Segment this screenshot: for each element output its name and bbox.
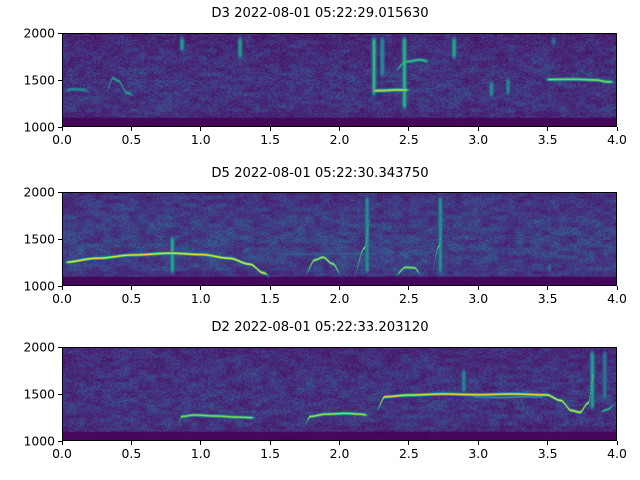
x-tick-mark	[477, 127, 479, 131]
x-tick-mark	[547, 286, 549, 290]
x-tick-label: 3.0	[468, 291, 489, 306]
x-tick-mark	[269, 127, 271, 131]
x-tick-mark	[61, 441, 63, 445]
x-tick-label: 2.5	[399, 291, 419, 306]
x-tick-label: 3.0	[468, 132, 489, 147]
y-tick-label: 1500	[23, 386, 55, 402]
x-tick-label: 1.5	[260, 291, 280, 306]
x-tick-label: 3.5	[537, 291, 558, 306]
y-tick-mark	[58, 126, 62, 128]
x-tick-label: 0.0	[52, 446, 72, 461]
x-tick-mark	[477, 286, 479, 290]
x-tick-label: 0.5	[121, 291, 142, 306]
y-tick-label: 2000	[23, 184, 55, 200]
x-tick-label: 4.0	[607, 291, 627, 306]
x-tick-label: 0.5	[121, 132, 142, 147]
x-tick-label: 0.5	[121, 446, 142, 461]
y-tick-label: 1500	[23, 231, 55, 247]
x-tick-label: 2.5	[399, 132, 419, 147]
y-tick-label: 2000	[23, 25, 55, 41]
y-tick-mark	[58, 285, 62, 287]
spectrogram-axes-d5	[62, 192, 617, 286]
x-tick-label: 0.0	[52, 291, 72, 306]
x-tick-mark	[616, 286, 618, 290]
x-tick-mark	[547, 441, 549, 445]
panel-title-d5: D5 2022-08-01 05:22:30.343750	[211, 166, 429, 181]
y-tick-label: 2000	[23, 339, 55, 355]
x-tick-mark	[61, 286, 63, 290]
spectrogram-image-d5	[63, 193, 616, 285]
x-tick-mark	[477, 441, 479, 445]
x-tick-mark	[130, 441, 132, 445]
y-tick-label: 1000	[23, 119, 55, 135]
x-tick-mark	[200, 441, 202, 445]
y-tick-mark	[58, 191, 62, 193]
y-tick-mark	[58, 79, 62, 81]
x-tick-mark	[130, 286, 132, 290]
x-tick-mark	[547, 127, 549, 131]
x-tick-mark	[339, 127, 341, 131]
x-tick-mark	[130, 127, 132, 131]
y-tick-mark	[58, 238, 62, 240]
x-tick-label: 4.0	[607, 446, 627, 461]
spectrogram-image-d2	[63, 348, 616, 440]
x-tick-mark	[616, 441, 618, 445]
x-tick-label: 2.5	[399, 446, 419, 461]
y-tick-mark	[58, 346, 62, 348]
x-tick-mark	[339, 286, 341, 290]
x-tick-mark	[200, 286, 202, 290]
panel-title-d2: D2 2022-08-01 05:22:33.203120	[211, 320, 429, 335]
x-tick-label: 1.0	[190, 132, 211, 147]
x-tick-label: 2.0	[329, 446, 350, 461]
spectrogram-axes-d3	[62, 33, 617, 127]
x-tick-label: 0.0	[52, 132, 72, 147]
panel-title-d3: D3 2022-08-01 05:22:29.015630	[211, 6, 429, 21]
x-tick-label: 3.5	[537, 446, 558, 461]
y-tick-mark	[58, 440, 62, 442]
x-tick-label: 4.0	[607, 132, 627, 147]
x-tick-mark	[408, 441, 410, 445]
x-tick-mark	[61, 127, 63, 131]
y-tick-label: 1000	[23, 278, 55, 294]
x-tick-label: 2.0	[329, 291, 350, 306]
y-tick-label: 1000	[23, 433, 55, 449]
y-tick-mark	[58, 32, 62, 34]
x-tick-mark	[269, 286, 271, 290]
x-tick-mark	[408, 286, 410, 290]
x-tick-mark	[269, 441, 271, 445]
x-tick-label: 3.5	[537, 132, 558, 147]
x-tick-label: 1.5	[260, 132, 280, 147]
x-tick-mark	[200, 127, 202, 131]
spectrogram-image-d3	[63, 34, 616, 126]
x-tick-mark	[339, 441, 341, 445]
x-tick-label: 1.0	[190, 291, 211, 306]
x-tick-label: 1.0	[190, 446, 211, 461]
y-tick-label: 1500	[23, 72, 55, 88]
x-tick-label: 3.0	[468, 446, 489, 461]
spectrogram-axes-d2	[62, 347, 617, 441]
x-tick-label: 1.5	[260, 446, 280, 461]
x-tick-label: 2.0	[329, 132, 350, 147]
x-tick-mark	[616, 127, 618, 131]
x-tick-mark	[408, 127, 410, 131]
y-tick-mark	[58, 393, 62, 395]
